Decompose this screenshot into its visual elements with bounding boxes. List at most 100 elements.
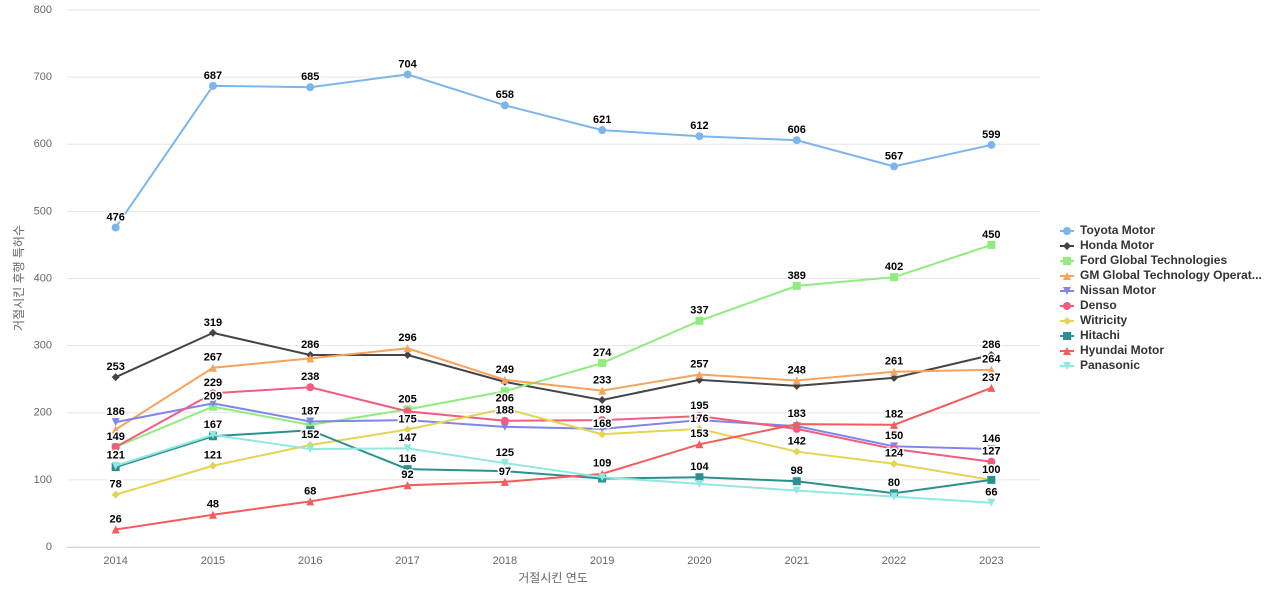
data-label: 167 [204,419,222,431]
point [111,418,120,427]
point [792,447,801,456]
point [500,404,509,413]
point [890,420,899,429]
data-label: 147 [398,432,416,444]
point [403,351,412,360]
point [1063,272,1071,280]
point [987,383,996,392]
line [115,347,992,431]
point [403,425,412,434]
point [500,375,509,384]
point [695,440,704,449]
point [403,444,412,453]
point [500,467,509,476]
point [890,492,899,501]
data-label: 286 [982,339,1000,351]
data-label: 104 [690,461,709,473]
point [403,70,412,79]
point [598,473,607,482]
legend-label: GM Global Technology Operat... [1080,268,1262,282]
y-tick-label: 800 [34,4,52,16]
line [115,386,992,531]
legend-label: Witricity [1080,313,1128,327]
data-label: 98 [791,465,803,477]
data-label: 296 [398,332,416,344]
point [306,354,315,363]
point [111,461,120,470]
point [987,457,996,466]
point [403,481,412,490]
data-label: 248 [788,364,806,376]
point [306,426,315,435]
legend-label: Toyota Motor [1080,223,1155,237]
data-label: 687 [204,70,222,82]
data-label: 229 [204,377,222,389]
point [987,140,996,149]
point [598,395,607,404]
data-label: 66 [985,487,997,499]
point [598,359,607,368]
point [598,126,607,135]
point [111,490,120,499]
point [306,497,315,506]
point [111,425,120,434]
y-tick-label: 200 [34,407,52,419]
data-label: 685 [301,71,319,83]
point [1063,332,1071,340]
legend-label: Hyundai Motor [1080,343,1164,357]
x-tick-label: 2018 [493,555,517,567]
legend-item: GM Global Technology Operat... [1060,268,1262,282]
point [890,373,899,382]
data-label: 599 [982,129,1000,141]
data-label: 264 [982,354,1001,366]
legend-item: Hitachi [1060,328,1120,342]
point [1063,302,1071,310]
y-tick-label: 600 [34,138,52,150]
point [987,498,996,507]
point [792,376,801,385]
data-label: 567 [885,150,903,162]
point [208,389,217,398]
point [987,475,996,484]
point [1063,227,1071,235]
data-label: 152 [301,429,319,441]
data-label: 68 [304,485,316,497]
data-label: 237 [982,372,1000,384]
data-label: 261 [885,356,903,368]
data-label: 125 [496,447,514,459]
point [500,422,509,431]
point [695,132,704,141]
x-tick-label: 2022 [882,555,906,567]
data-label: 100 [982,464,1000,476]
legend-label: Denso [1080,298,1117,312]
legend-label: Ford Global Technologies [1080,253,1227,267]
point [890,162,899,171]
data-label: 274 [593,347,612,359]
point [306,383,315,392]
point [792,486,801,495]
data-label: 142 [788,436,806,448]
legend-label: Panasonic [1080,358,1140,372]
legend-item: Honda Motor [1060,238,1154,252]
point [890,273,899,282]
data-label: 249 [496,364,514,376]
x-tick-label: 2021 [785,555,809,567]
point [306,444,315,453]
point [403,344,412,353]
legend-item: Toyota Motor [1060,223,1155,237]
point [208,510,217,519]
point [890,444,899,453]
data-label: 153 [690,428,708,440]
data-label: 402 [885,261,903,273]
point [500,477,509,486]
data-label: 389 [788,270,806,282]
data-label: 150 [885,430,903,442]
data-label: 206 [496,393,514,405]
data-label: 124 [885,448,904,460]
point [500,416,509,425]
point [1063,257,1071,265]
point [695,479,704,488]
point [111,373,120,382]
point [403,465,412,474]
